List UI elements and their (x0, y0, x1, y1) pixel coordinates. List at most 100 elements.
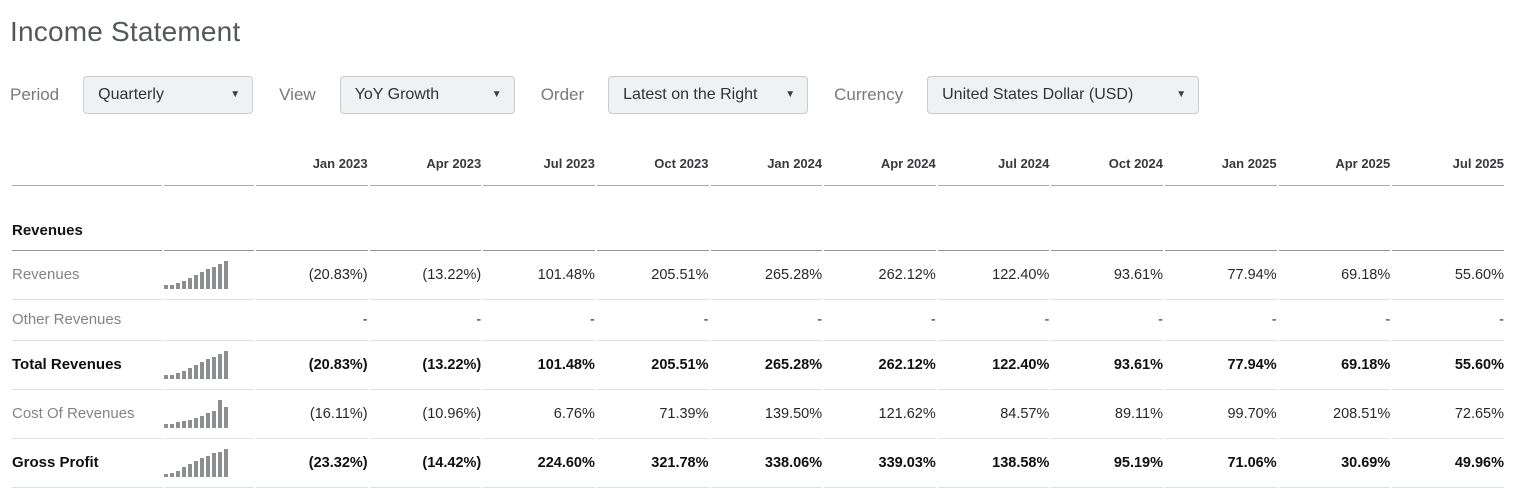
dropdown-period[interactable]: Quarterly ▼ (83, 76, 254, 114)
value-cell: 71.06% (1165, 439, 1277, 488)
table-row-revenues: Revenues (20.83%) (13.22%) 101.48% 205.51% 26… (12, 251, 1504, 300)
dropdown-order-value: Latest on the Right (623, 86, 758, 103)
value-cell: 205.51% (596, 251, 709, 300)
sparkline-bar-chart-icon (164, 351, 228, 380)
value-cell: - (1392, 300, 1504, 342)
filter-order: Order Latest on the Right ▼ (541, 76, 809, 114)
section-fill (1392, 186, 1504, 251)
value-cell: 95.19% (1051, 439, 1163, 488)
sparkline-cell (164, 251, 254, 300)
value-cell: 121.62% (824, 390, 936, 440)
table-row-cost-of-revenues: Cost Of Revenues (16.11%) (10.96%) 6.76% 71.… (12, 390, 1504, 440)
value-cell: 49.96% (1392, 439, 1504, 488)
value-cell: 262.12% (824, 341, 936, 391)
sparkline-bar (188, 464, 192, 478)
value-cell: 101.48% (483, 341, 595, 391)
sparkline-cell (164, 341, 254, 391)
filter-currency: Currency United States Dollar (USD) ▼ (834, 76, 1200, 114)
value-cell: - (483, 300, 595, 342)
sparkline-bar (194, 365, 198, 380)
value-cell: 338.06% (710, 439, 823, 488)
sparkline-bar-chart-icon (164, 261, 228, 289)
sparkline-bar (200, 416, 204, 429)
page-title: Income Statement (10, 16, 241, 47)
value-cell: (20.83%) (256, 251, 368, 300)
row-label: Total Revenues (12, 341, 162, 391)
section-fill (1051, 186, 1163, 251)
sparkline-bar (218, 264, 222, 289)
dropdown-currency[interactable]: United States Dollar (USD) ▼ (927, 76, 1200, 114)
sparkline-bar (164, 474, 168, 478)
value-cell: 205.51% (596, 341, 709, 391)
header-row: Jan 2023 Apr 2023 Jul 2023 Oct 2023 Jan 2024… (12, 136, 1504, 186)
sparkline-bar (170, 473, 174, 478)
sparkline-bar (194, 275, 198, 289)
value-cell: - (596, 300, 709, 342)
row-label: Other Revenues (12, 300, 162, 342)
value-cell: 55.60% (1392, 341, 1504, 391)
value-cell: - (1051, 300, 1163, 342)
sparkline-bar (224, 449, 228, 478)
value-cell: - (824, 300, 936, 342)
column-header: Jul 2023 (483, 136, 595, 186)
value-cell: 89.11% (1051, 390, 1163, 440)
sparkline-bar (206, 413, 210, 429)
value-cell: 71.39% (596, 390, 709, 440)
header-spacer-sparkline (164, 136, 254, 186)
value-cell: - (937, 300, 1050, 342)
value-cell: - (1278, 300, 1391, 342)
value-cell: 30.69% (1278, 439, 1391, 488)
column-header: Jan 2023 (256, 136, 368, 186)
sparkline-bar (170, 285, 174, 289)
sparkline-bar (170, 424, 174, 429)
value-cell: 84.57% (937, 390, 1050, 440)
dropdown-view-value: YoY Growth (354, 86, 440, 103)
dropdown-period-value: Quarterly (98, 86, 164, 103)
section-fill (483, 186, 595, 251)
sparkline-bar (164, 424, 168, 429)
sparkline-bar (212, 411, 216, 429)
sparkline-bar (188, 420, 192, 429)
value-cell: (20.83%) (256, 341, 368, 391)
value-cell: 99.70% (1165, 390, 1277, 440)
sparkline-bar (200, 362, 204, 380)
value-cell: 265.28% (710, 251, 823, 300)
section-fill (1278, 186, 1391, 251)
sparkline-cell (164, 300, 254, 342)
value-cell: 138.58% (937, 439, 1050, 488)
table-row-gross-profit: Gross Profit (23.32%) (14.42%) 224.60% 321.7… (12, 439, 1504, 488)
value-cell: 77.94% (1165, 341, 1277, 391)
income-statement-table: Jan 2023 Apr 2023 Jul 2023 Oct 2023 Jan 2024… (10, 136, 1506, 488)
column-header: Apr 2024 (824, 136, 936, 186)
chevron-down-icon: ▼ (230, 89, 241, 100)
sparkline-bar (218, 354, 222, 380)
sparkline-bar (188, 368, 192, 380)
value-cell: - (256, 300, 368, 342)
dropdown-view[interactable]: YoY Growth ▼ (339, 76, 515, 114)
sparkline-bar (182, 281, 186, 289)
sparkline-bar (200, 272, 204, 289)
filter-label-view: View (279, 85, 316, 104)
value-cell: (16.11%) (256, 390, 368, 440)
filter-label-period: Period (10, 85, 60, 104)
value-cell: (10.96%) (369, 390, 482, 440)
section-fill (710, 186, 823, 251)
value-cell: 93.61% (1051, 341, 1163, 391)
sparkline-bar (176, 422, 180, 429)
section-fill (369, 186, 482, 251)
value-cell: 77.94% (1165, 251, 1277, 300)
sparkline-bar (194, 461, 198, 478)
filters-bar: Period Quarterly ▼ View YoY Growth ▼ Order Late… (10, 76, 1506, 114)
sparkline-bar (206, 269, 210, 289)
dropdown-order[interactable]: Latest on the Right ▼ (608, 76, 809, 114)
sparkline-bar (176, 283, 180, 289)
value-cell: (13.22%) (369, 251, 482, 300)
value-cell: (23.32%) (256, 439, 368, 488)
sparkline-bar (224, 261, 228, 289)
value-cell: (14.42%) (369, 439, 482, 488)
section-fill (1165, 186, 1277, 251)
row-label: Cost Of Revenues (12, 390, 162, 440)
value-cell: 122.40% (937, 251, 1050, 300)
value-cell: 72.65% (1392, 390, 1504, 440)
